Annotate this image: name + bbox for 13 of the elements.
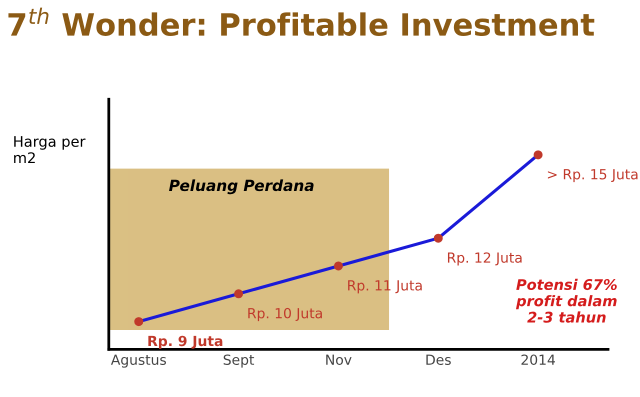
y-axis-title: Harga per m2 — [14, 136, 86, 164]
data-label: > Rp. 15 Juta — [548, 169, 638, 182]
x-tick-label: 2014 — [521, 354, 556, 365]
annotation: Potensi 67% profit dalam 2-3 tahun — [516, 278, 617, 323]
band-label: Peluang Perdana — [169, 179, 314, 194]
x-tick-label: Agustus — [110, 354, 166, 368]
data-label: Rp. 9 Juta — [148, 336, 222, 349]
chart-title: 7$^{th}$ Wonder: Profitable Investment — [8, 8, 594, 36]
x-tick-label: Sept — [224, 354, 254, 368]
x-tick-label: Des — [426, 354, 451, 365]
x-tick-label: Nov — [326, 354, 352, 365]
data-label: Rp. 10 Juta — [248, 308, 322, 322]
data-label: Rp. 12 Juta — [448, 252, 522, 266]
